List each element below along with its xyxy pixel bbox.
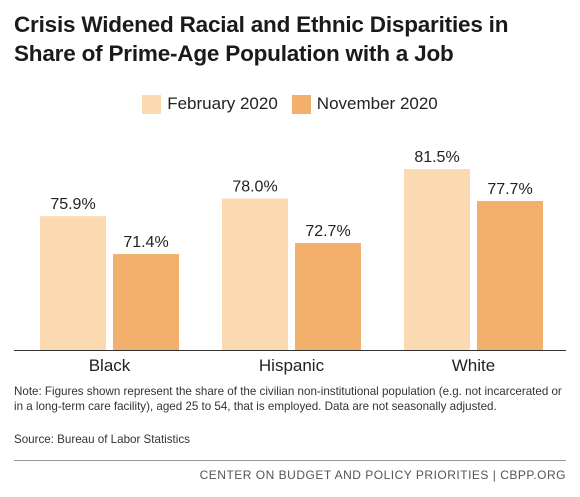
chart-note: Note: Figures shown represent the share … xyxy=(14,385,562,413)
legend-label-nov: November 2020 xyxy=(316,94,438,113)
bar-white-nov xyxy=(477,201,543,350)
footer-divider xyxy=(14,460,566,461)
data-label-black-nov: 71.4% xyxy=(123,234,168,251)
bar-hispanic-nov xyxy=(295,243,361,350)
chart-source: Source: Bureau of Labor Statistics xyxy=(14,433,190,446)
legend-swatch-nov xyxy=(291,94,311,114)
x-tick-black: Black xyxy=(89,356,131,375)
data-label-white-feb: 81.5% xyxy=(414,149,459,166)
footer-credit: CENTER ON BUDGET AND POLICY PRIORITIES |… xyxy=(199,468,566,482)
legend-item-nov: November 2020 xyxy=(291,94,438,114)
bar-white-feb xyxy=(404,169,470,350)
legend: February 2020 November 2020 xyxy=(0,94,580,114)
data-label-hispanic-feb: 78.0% xyxy=(232,179,277,196)
bar-black-nov xyxy=(113,254,179,350)
x-tick-white: White xyxy=(452,356,495,375)
chart-title: Crisis Widened Racial and Ethnic Dispari… xyxy=(14,12,509,66)
data-label-white-nov: 77.7% xyxy=(487,181,532,198)
legend-label-feb: February 2020 xyxy=(167,94,278,113)
data-label-black-feb: 75.9% xyxy=(50,196,95,213)
x-tick-hispanic: Hispanic xyxy=(259,356,325,375)
bar-hispanic-feb xyxy=(222,198,288,350)
legend-item-feb: February 2020 xyxy=(142,94,278,114)
legend-swatch-feb xyxy=(142,94,162,114)
bar-chart: 75.9% 71.4% Black 78.0% 72.7% Hispanic 81.5% 77… xyxy=(14,149,566,375)
bar-black-feb xyxy=(40,216,106,350)
data-label-hispanic-nov: 72.7% xyxy=(305,223,350,240)
